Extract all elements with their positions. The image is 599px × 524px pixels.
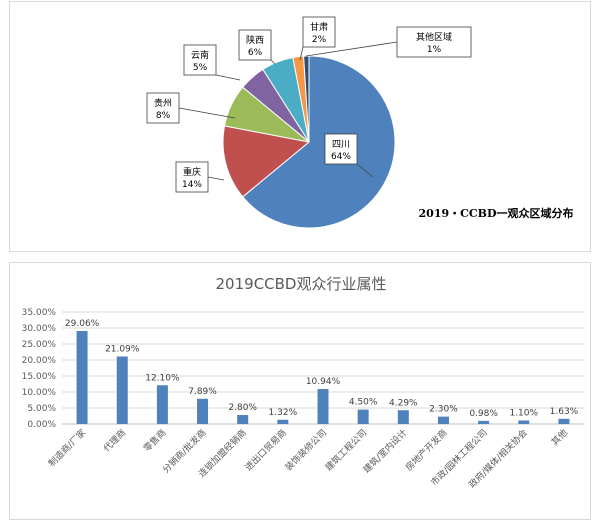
bar-y-tick-label: 5.00% — [27, 404, 56, 414]
bar-data-label: 10.94% — [306, 377, 341, 387]
bar-data-label: 4.50% — [349, 398, 378, 408]
bar-chart-title: 2019CCBD观众行业属性 — [216, 275, 387, 293]
bar-data-label: 4.29% — [389, 398, 418, 408]
bar-category-label: 进出口贸易商 — [242, 427, 289, 474]
bar-category-label: 代理商 — [101, 427, 129, 455]
bar-y-tick-label: 0.00% — [27, 420, 56, 430]
bar-category-label: 零售商 — [141, 427, 169, 455]
pie-slice-label: 四川 — [332, 140, 350, 150]
pie-slice-label: 重庆 — [183, 166, 201, 178]
bar-data-label: 2.30% — [429, 405, 458, 415]
bar-data-label: 1.10% — [509, 408, 538, 418]
bar-category-label: 其他 — [549, 427, 570, 448]
bar-data-label: 7.89% — [188, 387, 217, 397]
bar-y-tick-label: 25.00% — [22, 340, 57, 350]
pie-slice-label: 贵州 — [154, 97, 172, 109]
bar — [437, 416, 449, 424]
pie-slice-value: 64% — [331, 152, 351, 162]
bar — [156, 385, 168, 424]
bar-data-label: 1.32% — [269, 408, 298, 418]
pie-leader-line — [356, 163, 374, 178]
pie-chart: 四川 64% 重庆 14% 贵州 8% 云南 5% 陕西 6% 甘肃 2% 其他区域 1% 2019・CC… — [146, 16, 574, 229]
pie-label-box — [238, 29, 272, 61]
pie-slice-label: 其他区域 — [416, 31, 452, 43]
pie-slice-value: 14% — [182, 180, 202, 190]
bar — [116, 356, 128, 424]
bar — [478, 420, 490, 424]
pie-slice-label: 陕西 — [246, 34, 264, 46]
bar-y-tick-label: 30.00% — [22, 324, 57, 334]
bar — [357, 409, 369, 424]
pie-label-box — [175, 161, 209, 193]
bar-category-label: 房地产开发商 — [403, 427, 450, 474]
pie-slice-label: 甘肃 — [310, 21, 328, 33]
pie-label-box — [183, 44, 217, 76]
pie-slice-label: 云南 — [191, 49, 209, 61]
bar-data-label: 12.10% — [145, 373, 180, 383]
bar-category-label: 建筑工程公司 — [323, 427, 370, 474]
bar-y-tick-label: 10.00% — [22, 388, 57, 398]
bar-chart-panel: 2019CCBD观众行业属性 0.00% 5.00% 10.00% 15.00% 20.… — [9, 262, 591, 520]
pie-chart-title: 2019・CCBD一观众区域分布 — [419, 206, 574, 220]
pie-slice-value: 6% — [248, 48, 263, 58]
bar-chart: 2019CCBD观众行业属性 0.00% 5.00% 10.00% 15.00% 20.… — [22, 275, 584, 490]
pie-slice — [242, 55, 396, 229]
pie-slice-value: 2% — [312, 35, 327, 45]
pie-leader-line — [207, 176, 225, 181]
bar — [558, 418, 570, 424]
bar — [397, 410, 409, 424]
pie-leader-line — [299, 46, 304, 61]
pie-slice-value: 8% — [156, 111, 171, 121]
bar — [237, 415, 249, 424]
bar-category-label: 装饰装修公司 — [282, 427, 329, 474]
pie-slice-value: 5% — [193, 63, 208, 73]
pie-slice-value: 1% — [427, 45, 442, 55]
bar — [518, 420, 530, 424]
bar — [197, 398, 209, 424]
bar-data-label: 1.63% — [550, 407, 579, 417]
bar-y-tick-label: 20.00% — [22, 356, 57, 366]
bar-y-tick-label: 15.00% — [22, 372, 57, 382]
bar-category-label: 制造商/厂家 — [46, 427, 88, 469]
pie-label-box — [396, 26, 472, 58]
bar — [317, 388, 329, 424]
pie-chart-panel: 四川 64% 重庆 14% 贵州 8% 云南 5% 陕西 6% 甘肃 2% 其他区域 1% 2019・CC… — [9, 1, 591, 252]
bar-data-label: 29.06% — [65, 319, 100, 329]
pie-leader-line — [178, 107, 236, 119]
bar-data-label: 0.98% — [469, 409, 498, 419]
pie-leader-line — [305, 41, 398, 57]
pie-slice — [222, 125, 311, 198]
bar — [277, 419, 289, 424]
bar-data-label: 21.09% — [105, 345, 140, 355]
pie-label-box — [146, 92, 180, 124]
pie-leader-line — [270, 59, 276, 65]
bar-y-tick-label: 35.00% — [22, 308, 57, 318]
pie-leader-line — [215, 74, 241, 81]
bar — [76, 331, 88, 424]
pie-label-box — [324, 133, 358, 165]
pie-label-box — [302, 16, 336, 48]
bar-data-label: 2.80% — [228, 403, 257, 413]
